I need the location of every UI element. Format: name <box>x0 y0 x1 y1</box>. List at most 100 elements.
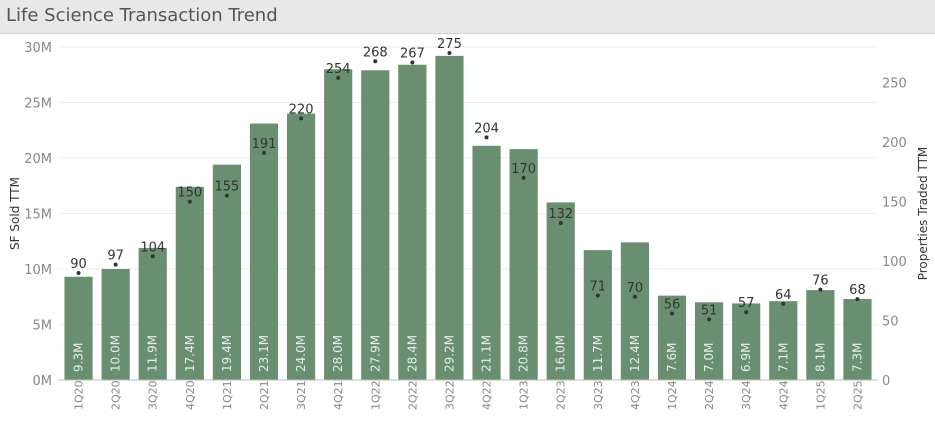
data-point <box>781 301 786 306</box>
y-tick-label: 25M <box>24 97 52 112</box>
bar <box>843 298 872 380</box>
data-point <box>707 317 712 322</box>
bar-value-label: 7.6M <box>665 343 679 372</box>
bar-value-label: 19.4M <box>220 335 234 372</box>
bar <box>472 145 501 380</box>
bar-value-label: 28.0M <box>331 335 345 372</box>
bar-value-label: 11.9M <box>146 335 160 372</box>
bar <box>583 250 612 380</box>
bar <box>175 186 204 380</box>
bar <box>398 64 427 380</box>
data-point-label: 76 <box>812 274 829 289</box>
chart-header: Life Science Transaction Trend <box>0 0 935 34</box>
y-tick-label: 5M <box>33 319 53 334</box>
data-point-label: 64 <box>775 288 792 303</box>
data-point-label: 68 <box>849 283 866 298</box>
data-point-label: 71 <box>590 280 607 295</box>
x-tick-label: 4Q24 <box>777 380 790 410</box>
data-point-label: 191 <box>252 137 277 152</box>
bar-value-label: 11.7M <box>591 335 605 372</box>
y-right-tick-label: 250 <box>882 77 907 92</box>
x-tick-label: 2Q24 <box>703 380 716 410</box>
bar <box>509 149 538 380</box>
y-right-axis-title: Properties Traded TTM <box>916 147 930 281</box>
data-point <box>595 293 600 298</box>
x-tick-label: 2Q23 <box>555 380 568 410</box>
data-point <box>484 135 489 140</box>
x-tick-label: 2Q22 <box>406 380 419 410</box>
x-tick-label: 3Q22 <box>443 380 456 410</box>
data-point-label: 204 <box>474 121 499 136</box>
bar-value-label: 21.1M <box>480 335 494 372</box>
x-tick-label: 3Q23 <box>592 380 605 410</box>
x-tick-label: 2Q20 <box>110 380 123 410</box>
data-point <box>632 294 637 299</box>
bar <box>324 69 353 380</box>
bar-value-label: 7.0M <box>702 343 716 372</box>
x-tick-label: 1Q23 <box>518 380 531 410</box>
data-point <box>336 75 341 80</box>
y-tick-label: 0M <box>33 374 53 389</box>
x-tick-label: 2Q25 <box>851 380 864 410</box>
x-tick-label: 1Q24 <box>666 380 679 410</box>
chart-title: Life Science Transaction Trend <box>6 5 278 26</box>
data-point <box>855 297 860 302</box>
data-point <box>447 50 452 55</box>
data-point <box>521 175 526 180</box>
y-tick-label: 10M <box>24 263 52 278</box>
x-tick-label: 4Q21 <box>332 380 345 410</box>
bar-value-label: 23.1M <box>257 335 271 372</box>
x-tick-label: 2Q21 <box>258 380 271 410</box>
data-point <box>373 59 378 64</box>
x-tick-label: 3Q20 <box>147 380 160 410</box>
bar-value-label: 16.0M <box>554 335 568 372</box>
data-point-label: 70 <box>627 281 644 296</box>
bar-value-label: 7.3M <box>850 343 864 372</box>
data-point <box>76 270 81 275</box>
bar-value-label: 6.9M <box>739 343 753 372</box>
data-point-label: 275 <box>437 37 462 52</box>
bar-chart: 0M 5M 10M 15M 20M 25M 30M 0 50 100 150 200 250 SF Sol… <box>8 37 930 410</box>
data-point-label: 170 <box>511 162 536 177</box>
bar <box>620 242 650 380</box>
data-point <box>224 193 229 198</box>
x-tick-label: 1Q22 <box>369 380 382 410</box>
bar <box>138 247 167 380</box>
x-tick-label: 4Q23 <box>629 380 642 410</box>
bar-value-label: 17.4M <box>183 335 197 372</box>
data-point <box>113 262 118 267</box>
data-point-label: 150 <box>177 186 202 201</box>
data-point <box>299 116 304 121</box>
bar <box>769 301 798 380</box>
y-tick-label: 15M <box>24 208 52 223</box>
data-point <box>410 60 415 65</box>
bar <box>361 70 390 380</box>
y-tick-label: 20M <box>24 152 52 167</box>
data-point-label: 97 <box>107 249 124 264</box>
data-point-label: 57 <box>738 296 755 311</box>
x-tick-label: 1Q21 <box>221 380 234 410</box>
bar <box>435 55 464 380</box>
x-tick-label: 1Q20 <box>73 380 86 410</box>
data-point-label: 268 <box>363 45 388 60</box>
bar <box>101 269 130 380</box>
data-point-label: 56 <box>664 297 681 312</box>
bar-value-label: 8.1M <box>813 343 827 372</box>
bar <box>546 202 575 380</box>
bar-value-label: 9.3M <box>72 343 86 372</box>
data-point <box>187 199 192 204</box>
data-point-label: 104 <box>140 240 165 255</box>
data-point <box>744 310 749 315</box>
bar-value-label: 24.0M <box>294 335 308 372</box>
bar <box>286 113 316 380</box>
data-point-label: 267 <box>400 46 425 61</box>
x-tick-label: 3Q24 <box>740 380 753 410</box>
bar <box>806 290 835 380</box>
data-point <box>262 150 266 155</box>
data-point-label: 90 <box>70 257 87 272</box>
data-point <box>818 287 823 292</box>
bar <box>694 302 724 380</box>
y-right-tick-label: 50 <box>882 315 899 330</box>
bar-value-label: 20.8M <box>517 335 531 372</box>
bar-value-label: 10.0M <box>109 335 123 372</box>
